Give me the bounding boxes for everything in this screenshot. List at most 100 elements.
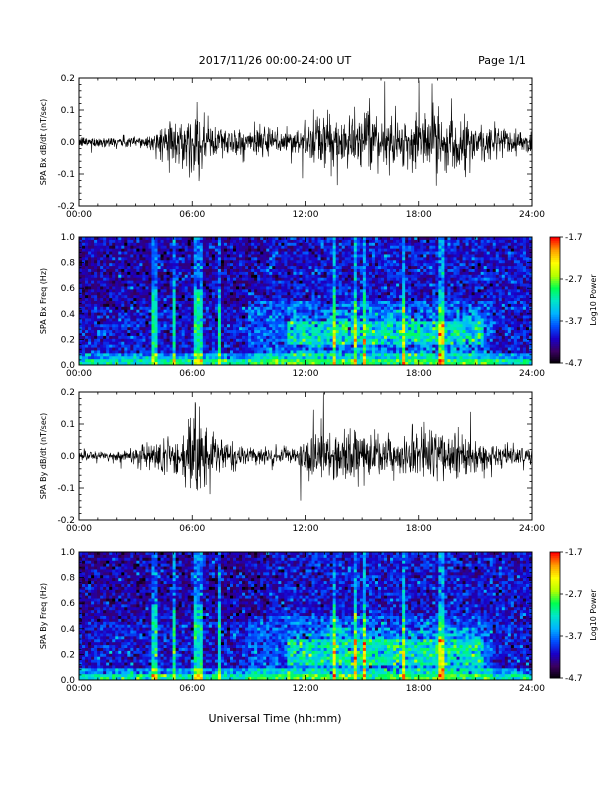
spectrogram-cell: [308, 356, 312, 360]
spectrogram-cell: [365, 269, 370, 273]
spectrogram-cell: [377, 245, 382, 250]
spectrogram-cell: [350, 289, 355, 293]
spectrogram-cell: [353, 330, 358, 334]
spectrogram-cell: [148, 286, 152, 290]
spectrogram-cell: [94, 324, 98, 328]
spectrogram-cell: [260, 335, 264, 340]
spectrogram-cell: [305, 280, 309, 284]
spectrogram-cell: [103, 359, 107, 363]
spectrogram-cell: [154, 248, 158, 252]
spectrogram-cell: [254, 350, 258, 354]
spectrogram-cell: [242, 315, 246, 319]
spectrogram-cell: [166, 350, 170, 354]
spectrogram-cell: [266, 280, 270, 284]
spectrogram-cell: [284, 274, 288, 279]
spectrogram-cell: [302, 318, 306, 322]
spectrogram-cell: [402, 237, 406, 241]
spectrogram-cell: [196, 318, 201, 322]
spectrogram-cell: [384, 266, 388, 270]
spectrogram-cell: [166, 280, 170, 284]
spectrogram-cell: [226, 335, 231, 340]
spectrogram-cell: [272, 242, 276, 247]
spectrogram-cell: [359, 303, 364, 308]
spectrogram-cell: [133, 242, 137, 247]
spectrogram-cell: [239, 330, 243, 334]
spectrogram-cell: [257, 318, 261, 322]
spectrogram-cell: [199, 269, 204, 273]
spectrogram-cell: [251, 344, 255, 348]
spectrogram-cell: [314, 254, 318, 258]
spectrogram-cell: [248, 330, 252, 334]
spectrogram-cell: [148, 303, 152, 308]
spectrogram-cell: [187, 242, 192, 247]
spectrogram-cell: [353, 318, 358, 322]
spectrogram-cell: [157, 283, 161, 287]
spectrogram-cell: [278, 298, 282, 302]
spectrogram-cell: [91, 237, 95, 241]
spectrogram-cell: [217, 248, 222, 252]
spectrogram-cell: [377, 321, 382, 325]
spectrogram-cell: [190, 289, 195, 293]
spectrogram-cell: [136, 315, 140, 319]
spectrogram-cell: [326, 242, 331, 247]
spectrogram-cell: [79, 315, 83, 319]
spectrogram-cell: [184, 315, 189, 319]
spectrogram-cell: [248, 274, 252, 279]
spectrogram-cell: [130, 353, 134, 357]
spectrogram-cell: [302, 333, 306, 337]
spectrogram-cell: [365, 309, 370, 314]
spectrogram-cell: [272, 266, 276, 270]
spectrogram-cell: [214, 239, 219, 244]
spectrogram-cell: [353, 301, 358, 305]
spectrogram-cell: [338, 274, 343, 279]
spectrogram-cell: [393, 356, 397, 360]
spectrogram-cell: [112, 341, 116, 346]
spectrogram-cell: [332, 327, 337, 331]
spectrogram-cell: [356, 242, 361, 247]
spectrogram-cell: [163, 353, 167, 357]
spectrogram-cell: [124, 263, 128, 267]
spectrogram-cell: [154, 298, 158, 302]
spectrogram-cell: [208, 315, 213, 319]
spectrogram-cell: [112, 338, 116, 343]
spectrogram-cell: [260, 271, 264, 276]
spectrogram-cell: [356, 248, 361, 252]
spectrogram-cell: [178, 277, 183, 282]
spectrogram-cell: [88, 254, 92, 258]
spectrogram-cell: [148, 353, 152, 357]
spectrogram-cell: [85, 245, 89, 250]
spectrogram-cell: [299, 309, 303, 314]
spectrogram-cell: [411, 353, 415, 357]
spectrogram-cell: [85, 301, 89, 305]
spectrogram-cell: [405, 286, 409, 290]
spectrogram-cell: [187, 347, 192, 351]
spectrogram-cell: [145, 271, 149, 276]
spectrogram-cell: [396, 315, 400, 319]
spectrogram-cell: [190, 301, 195, 305]
spectrogram-cell: [251, 327, 255, 331]
spectrogram-cell: [317, 237, 321, 241]
spectrogram-cell: [374, 312, 379, 316]
spectrogram-cell: [151, 237, 155, 241]
spectrogram-cell: [124, 277, 128, 282]
spectrogram-cell: [103, 280, 107, 284]
spectrogram-cell: [344, 347, 349, 351]
spectrogram-cell: [91, 251, 95, 255]
spectrogram-cell: [175, 324, 180, 328]
spectrogram-cell: [193, 254, 198, 258]
spectrogram-cell: [151, 306, 155, 311]
spectrogram-cell: [287, 237, 291, 241]
spectrogram-cell: [169, 271, 174, 276]
spectrogram-cell: [368, 301, 373, 305]
spectrogram-cell: [335, 303, 340, 308]
spectrogram-cell: [381, 309, 385, 314]
spectrogram-cell: [184, 335, 189, 340]
spectrogram-cell: [88, 286, 92, 290]
spectrogram-cell: [103, 283, 107, 287]
spectrogram-cell: [205, 283, 210, 287]
spectrogram-cell: [356, 286, 361, 290]
spectrogram-cell: [408, 248, 412, 252]
spectrogram-cell: [142, 359, 146, 363]
spectrogram-cell: [341, 245, 346, 250]
spectrogram-cell: [239, 303, 243, 308]
